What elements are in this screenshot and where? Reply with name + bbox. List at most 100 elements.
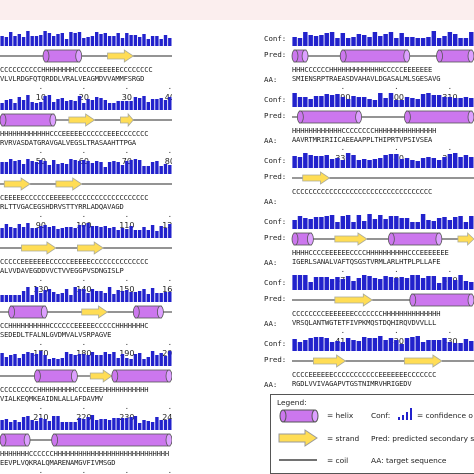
confidence-bar [155, 417, 159, 430]
confidence-bar [356, 34, 362, 46]
confidence-bar [378, 279, 383, 290]
confidence-bar [107, 162, 112, 174]
confidence-bar [0, 36, 4, 46]
confidence-bar [372, 159, 378, 168]
confidence-bar [297, 157, 303, 168]
confidence-bar [43, 96, 47, 110]
confidence-bar [319, 217, 324, 229]
confidence-bar [4, 162, 9, 174]
confidence-bar [95, 291, 99, 302]
confidence-bar [82, 354, 86, 366]
confidence-bars [292, 275, 474, 290]
confidence-bar [43, 161, 47, 174]
confidence-bar [356, 341, 362, 351]
confidence-bar [17, 97, 21, 110]
confidence-bar [351, 281, 356, 290]
confidence-bar [30, 228, 34, 238]
amino-acid-sequence: AAVRTMRIRIICAEEAAPPLTHIPRTVPSIVSEA [292, 135, 433, 144]
confidence-bar [340, 97, 346, 107]
confidence-bar [442, 36, 447, 46]
confidence-bar [13, 103, 17, 110]
confidence-bar [90, 352, 95, 366]
confidence-bar [21, 37, 26, 46]
confidence-bar [77, 161, 82, 174]
helix-segment [404, 110, 474, 124]
confidence-bar [60, 163, 64, 174]
confidence-bar [458, 157, 463, 168]
confidence-bar [30, 102, 34, 110]
confidence-bar [52, 160, 56, 174]
confidence-bar [138, 423, 142, 430]
confidence-bar [56, 359, 60, 366]
confidence-bar [361, 159, 367, 168]
residue-number: 80 [164, 157, 172, 166]
confidence-bar [77, 289, 82, 302]
confidence-bar [155, 355, 159, 366]
confidence-bar [142, 166, 146, 174]
confidence-bar [120, 354, 125, 366]
confidence-bar [163, 35, 168, 46]
confidence-bar [95, 161, 99, 174]
confidence-bar [112, 161, 116, 174]
tick-mark: · [38, 149, 43, 157]
predicted-structure-track [292, 354, 474, 368]
residue-number: 10 [35, 93, 46, 102]
pred-row-label: Pred: [264, 50, 287, 59]
predicted-structure-track [292, 171, 474, 185]
confidence-bar [125, 418, 129, 430]
confidence-bar [120, 101, 125, 110]
confidence-bar [120, 418, 125, 430]
confidence-bar [442, 217, 447, 229]
confidence-bar [163, 292, 168, 302]
confidence-bar [64, 422, 69, 430]
confidence-bar [69, 227, 73, 238]
confidence-bar [95, 226, 99, 238]
confidence-bar [73, 355, 77, 366]
tick-mark: · [167, 277, 172, 285]
residue-number: 230 [119, 413, 135, 422]
confidence-bar [394, 100, 399, 107]
confidence-bar [410, 337, 415, 351]
tick-mark: · [394, 329, 399, 337]
helix-segment [339, 49, 411, 63]
confidence-bar [329, 32, 335, 46]
confidence-bar [103, 167, 107, 174]
helix-segment [42, 49, 83, 63]
confidence-bar [469, 341, 474, 351]
confidence-bar [308, 155, 313, 168]
amino-acid-sequence: ALVVDAVEGDDVVCTVVEGGPVSDNGISLP [0, 266, 124, 275]
confidence-bar [431, 158, 437, 168]
confidence-bar [356, 278, 362, 290]
confidence-bar [39, 351, 43, 366]
residue-number: 300 [388, 93, 405, 102]
confidence-bar [82, 38, 86, 46]
confidence-bar [43, 31, 47, 46]
confidence-bar [52, 226, 56, 238]
tick-mark: · [38, 277, 43, 285]
predicted-structure-track [292, 293, 474, 307]
confidence-bar [410, 222, 415, 229]
confidence-bar [47, 165, 52, 174]
confidence-bar [394, 216, 399, 229]
confidence-bar [82, 419, 86, 430]
confidence-bar [292, 275, 297, 290]
confidence-bar [452, 217, 458, 229]
confidence-bar [34, 36, 39, 46]
confidence-bar [383, 276, 388, 290]
confidence-bar [39, 160, 43, 174]
confidence-bar [431, 31, 437, 46]
confidence-bar [452, 98, 458, 107]
confidence-bar [26, 159, 30, 174]
confidence-bar [56, 164, 60, 174]
legend-conf-bars-icon [398, 408, 412, 420]
confidence-bar [303, 97, 308, 107]
confidence-bar [39, 293, 43, 302]
tick-mark: · [447, 268, 453, 276]
confidence-bar [112, 294, 116, 302]
confidence-bar [469, 32, 474, 46]
confidence-bar [47, 95, 52, 110]
tick-mark: · [340, 329, 345, 337]
confidence-bar [56, 416, 60, 430]
confidence-bar [64, 352, 69, 366]
confidence-bar [447, 32, 453, 46]
